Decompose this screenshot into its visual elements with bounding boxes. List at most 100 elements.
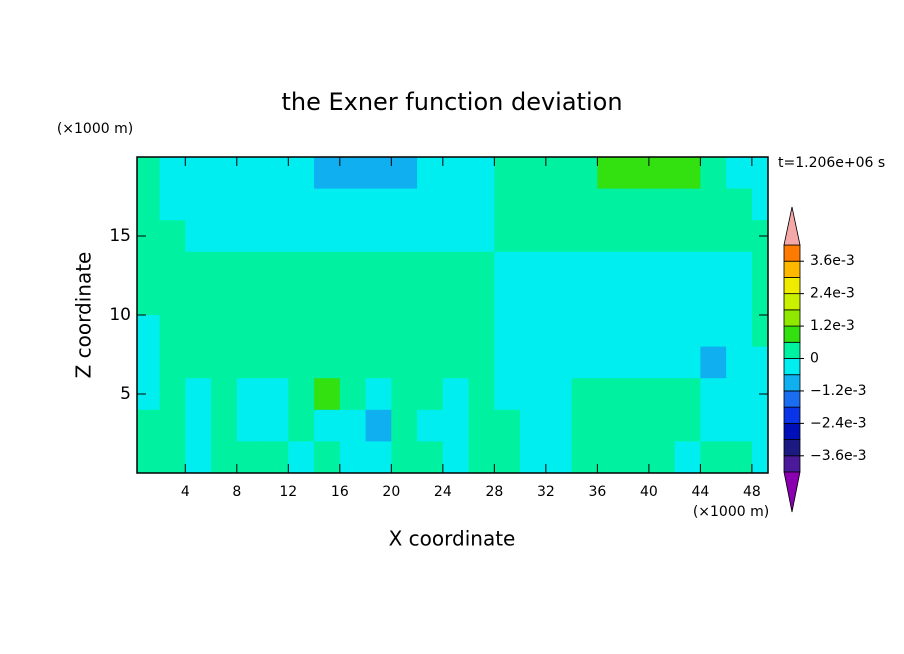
contour-cell	[417, 378, 444, 411]
contour-cell	[648, 157, 676, 190]
contour-cell	[545, 346, 573, 379]
x-tick-label: 36	[588, 484, 606, 500]
contour-cell	[571, 251, 598, 284]
contour-cell	[494, 283, 521, 316]
contour-cell	[520, 251, 547, 284]
contour-cell	[417, 251, 444, 284]
contour-cell	[185, 378, 212, 411]
contour-cell	[365, 220, 392, 253]
contour-cell	[545, 283, 573, 316]
contour-cell	[339, 251, 367, 284]
contour-cell	[597, 346, 624, 379]
contour-cell	[185, 346, 212, 379]
contour-cell	[211, 220, 238, 253]
contour-cell	[137, 251, 161, 284]
contour-cell	[288, 188, 315, 221]
contour-cell	[262, 409, 289, 442]
contour-cell	[751, 188, 768, 221]
contour-cell	[623, 441, 650, 473]
contour-cell	[648, 188, 676, 221]
contour-cell	[417, 188, 444, 221]
contour-cell	[159, 346, 186, 379]
contour-cell	[494, 315, 521, 348]
contour-cell	[314, 220, 341, 253]
contour-cell	[442, 346, 470, 379]
contour-cell	[185, 188, 212, 221]
x-tick-label: 20	[382, 484, 400, 500]
contour-cell	[288, 251, 315, 284]
contour-cell	[314, 346, 341, 379]
contour-cell	[545, 315, 573, 348]
chart-title: the Exner function deviation	[281, 88, 622, 116]
colorbar-tick-label: −3.6e-3	[810, 448, 867, 464]
contour-cell	[468, 441, 495, 473]
contour-cell	[520, 409, 547, 442]
contour-cell	[494, 220, 521, 253]
contour-cell	[442, 409, 470, 442]
contour-cell	[674, 251, 701, 284]
contour-cell	[623, 346, 650, 379]
contour-cell	[185, 220, 212, 253]
x-tick-label: 40	[640, 484, 658, 500]
contour-cell	[442, 378, 470, 411]
contour-cell	[468, 409, 495, 442]
contour-cell	[211, 157, 238, 190]
colorbar-box	[783, 358, 801, 376]
contour-cell	[648, 378, 676, 411]
colorbar-box	[783, 293, 801, 311]
colorbar-box	[783, 341, 801, 359]
contour-cell	[726, 220, 753, 253]
colorbar-box	[783, 309, 801, 327]
contour-cell	[339, 441, 367, 473]
contour-cell	[314, 409, 341, 442]
contour-cell	[674, 441, 701, 473]
contour-cell	[236, 315, 264, 348]
contour-cell	[137, 157, 161, 190]
contour-cell	[545, 251, 573, 284]
contour-cell	[468, 346, 495, 379]
contour-cell	[751, 157, 768, 190]
contour-cell	[442, 220, 470, 253]
x-tick-label: 4	[181, 484, 190, 500]
contour-cell	[137, 220, 161, 253]
contour-cell	[211, 346, 238, 379]
contour-cell	[726, 346, 753, 379]
contour-cell	[391, 251, 418, 284]
colorbar-tick-label: 3.6e-3	[810, 253, 855, 269]
contour-cell	[726, 378, 753, 411]
contour-cell	[185, 315, 212, 348]
contour-cell	[159, 409, 186, 442]
contour-cell	[468, 378, 495, 411]
contour-cell	[391, 188, 418, 221]
contour-cell	[339, 346, 367, 379]
contour-cell	[571, 315, 598, 348]
contour-cell	[185, 157, 212, 190]
contour-cell	[623, 220, 650, 253]
contour-cell	[545, 157, 573, 190]
contour-cell	[314, 315, 341, 348]
contour-cell	[571, 157, 598, 190]
contour-cell	[648, 346, 676, 379]
contour-cell	[751, 409, 768, 442]
contour-cell	[597, 220, 624, 253]
contour-cell	[391, 409, 418, 442]
contour-cell	[468, 188, 495, 221]
contour-cell	[339, 220, 367, 253]
contour-cell	[700, 188, 727, 221]
field	[137, 157, 768, 473]
colorbar-box	[783, 406, 801, 424]
contour-cell	[494, 157, 521, 190]
contour-cell	[417, 346, 444, 379]
contour-cell	[236, 157, 264, 190]
x-unit-label: (×1000 m)	[693, 504, 769, 520]
contour-cell	[597, 157, 624, 190]
contour-cell	[314, 157, 341, 190]
x-tick-label: 16	[331, 484, 349, 500]
contour-cell	[494, 441, 521, 473]
contour-cell	[159, 220, 186, 253]
contour-cell	[339, 157, 367, 190]
contour-cell	[262, 315, 289, 348]
colorbar-box	[783, 260, 801, 278]
y-axis-label: Z coordinate	[72, 252, 96, 379]
contour-cell	[545, 378, 573, 411]
